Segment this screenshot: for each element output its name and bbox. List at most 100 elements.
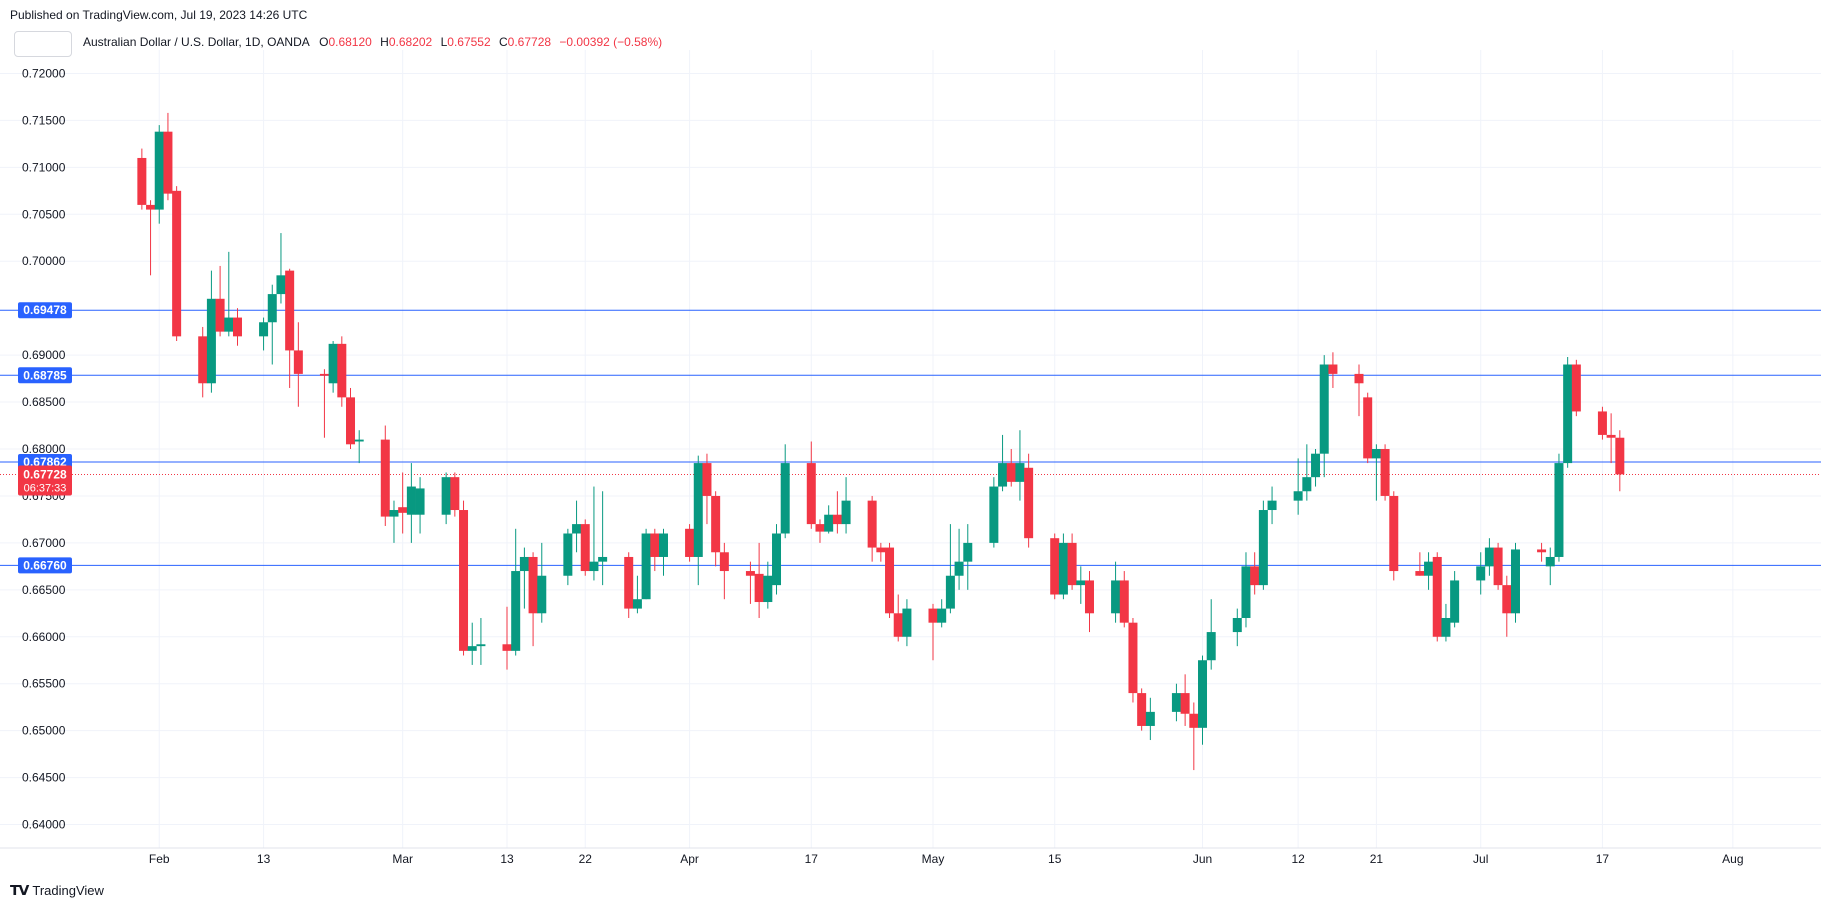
candle-body <box>572 524 582 534</box>
high-value: 0.68202 <box>388 35 433 49</box>
candle-body <box>1232 617 1242 633</box>
candle-body <box>146 204 156 210</box>
candle <box>1371 444 1381 501</box>
candle-body <box>598 556 608 562</box>
candle-body <box>1484 547 1494 567</box>
candle <box>285 268 295 388</box>
candle-body <box>328 343 338 384</box>
candle-body <box>745 571 755 576</box>
candle-body <box>998 463 1008 487</box>
x-tick-label: 17 <box>805 852 819 866</box>
candle-body <box>650 533 660 557</box>
candle-body <box>415 488 425 515</box>
candle-body <box>502 644 512 651</box>
candle-body <box>1250 566 1260 586</box>
candle <box>1615 430 1625 492</box>
candle <box>1128 617 1138 703</box>
candle <box>650 528 660 572</box>
candle-body <box>989 486 999 543</box>
candle <box>589 486 599 581</box>
candle <box>198 326 208 398</box>
candle-body <box>1145 711 1155 726</box>
candle-body <box>1015 463 1025 482</box>
candle <box>719 542 729 600</box>
y-tick-label: 0.66000 <box>22 630 66 644</box>
x-tick-label: Jun <box>1193 852 1212 866</box>
candle <box>1241 552 1251 628</box>
candle-body <box>1258 510 1268 586</box>
candle-body <box>928 608 938 623</box>
candle <box>1067 533 1077 590</box>
candle <box>745 561 755 604</box>
countdown-label: 06:37:33 <box>24 483 67 495</box>
candle <box>389 500 399 543</box>
candle <box>346 387 356 449</box>
candle <box>1502 575 1512 637</box>
candle <box>415 477 425 534</box>
y-tick-label: 0.65500 <box>22 677 66 691</box>
footer-brand[interactable]: 𝗧𝗩 TradingView <box>10 882 104 899</box>
candle <box>1050 533 1060 600</box>
candle-body <box>1450 580 1460 623</box>
candle <box>832 491 842 534</box>
candle-body <box>380 439 390 517</box>
y-tick-label: 0.64000 <box>22 818 66 832</box>
y-tick-label: 0.71000 <box>22 160 66 174</box>
x-tick-label: Apr <box>680 852 699 866</box>
candle <box>1302 444 1312 501</box>
candle <box>1319 355 1329 478</box>
candle-body <box>1293 491 1303 501</box>
candle-body <box>1502 585 1512 614</box>
candle-body <box>711 495 721 553</box>
candle <box>1189 702 1199 771</box>
candle <box>824 505 834 534</box>
candle-body <box>1084 580 1094 614</box>
candle-body <box>1311 453 1321 478</box>
candle <box>154 125 164 224</box>
candle-body <box>441 477 451 515</box>
candle <box>658 528 668 576</box>
y-tick-label: 0.70000 <box>22 254 66 268</box>
x-tick-label: Jul <box>1473 852 1488 866</box>
candle <box>867 495 877 562</box>
candle-body <box>580 524 590 572</box>
candle-body <box>1067 542 1077 586</box>
open-value: 0.68120 <box>328 35 372 49</box>
candle <box>519 547 529 609</box>
candle-body <box>658 533 668 557</box>
candle <box>1006 449 1016 487</box>
candle <box>641 528 651 600</box>
candle-body <box>1024 467 1034 539</box>
tradingview-logo-icon: 𝗧𝗩 <box>10 882 29 898</box>
candle <box>1476 552 1486 595</box>
price-axis[interactable]: 0.72000 0.71500 0.71000 0.70500 0.70000 0.690… <box>22 66 66 831</box>
candle <box>841 477 851 534</box>
candle <box>624 552 634 618</box>
candle-body <box>902 608 912 637</box>
candle <box>928 603 938 661</box>
horizontal-levels[interactable] <box>0 309 1821 566</box>
symbol-logo-box[interactable] <box>14 31 72 57</box>
candle-body <box>937 608 947 623</box>
candle <box>215 265 225 337</box>
candle <box>398 472 408 534</box>
candle-body <box>215 298 225 332</box>
time-axis[interactable]: Feb 13 Mar 13 22 Apr 17 May 15 Jun 12 21 Jul 17 Aug <box>0 847 1821 866</box>
candle-body <box>893 613 903 637</box>
candle-body <box>693 463 703 557</box>
candle-body <box>702 463 712 496</box>
candle-body <box>1128 622 1138 694</box>
x-tick-label: 21 <box>1370 852 1384 866</box>
candle-body <box>1563 364 1573 464</box>
candle <box>476 617 486 665</box>
candle <box>1484 538 1494 576</box>
candle-body <box>232 317 242 337</box>
candle-body <box>885 547 895 614</box>
candle <box>580 519 590 576</box>
candle <box>632 575 642 614</box>
candle-body <box>1597 411 1607 435</box>
candle-body <box>1050 538 1060 595</box>
candle <box>1198 655 1208 745</box>
candle-body <box>398 507 408 513</box>
